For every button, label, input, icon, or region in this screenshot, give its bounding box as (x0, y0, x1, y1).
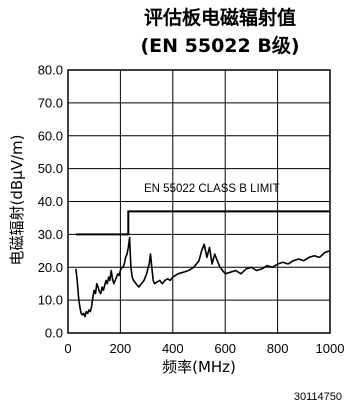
emission-trace (75, 236, 331, 318)
y-tick-label: 80.0 (38, 63, 63, 78)
y-tick-label: 40.0 (38, 194, 63, 209)
x-tick-label: 1000 (316, 341, 345, 356)
plot-frame (67, 69, 331, 334)
y-tick-label: 50.0 (38, 161, 63, 176)
x-tick-label: 600 (214, 341, 236, 356)
y-tick-labels: 0.0 10.0 20.0 30.0 40.0 50.0 60.0 70.0 80.0 (38, 63, 63, 341)
x-tick-label: 0 (64, 341, 71, 356)
y-tick-label: 20.0 (38, 260, 63, 275)
limit-line (75, 210, 330, 236)
limit-label: EN 55022 CLASS B LIMIT (144, 183, 280, 195)
y-tick-label: 30.0 (38, 227, 63, 242)
x-tick-labels: 0 200 400 600 800 1000 (64, 341, 344, 356)
figure-id: 30114750 (294, 391, 342, 403)
y-tick-label: 60.0 (38, 128, 63, 143)
chart-subtitle: (EN 55022 B级) (140, 34, 299, 57)
grid-lines (67, 69, 331, 334)
x-axis-label: 频率(MHz) (162, 358, 236, 376)
x-tick-label: 200 (110, 341, 132, 356)
y-tick-label: 0.0 (45, 326, 63, 341)
x-tick-label: 800 (267, 341, 289, 356)
x-tick-label: 400 (162, 341, 184, 356)
chart-title: 评估板电磁辐射值 (144, 6, 296, 29)
y-tick-label: 10.0 (38, 293, 63, 308)
y-tick-label: 70.0 (38, 95, 63, 110)
y-axis-label: 电磁辐射(dBµV/m) (8, 135, 26, 266)
